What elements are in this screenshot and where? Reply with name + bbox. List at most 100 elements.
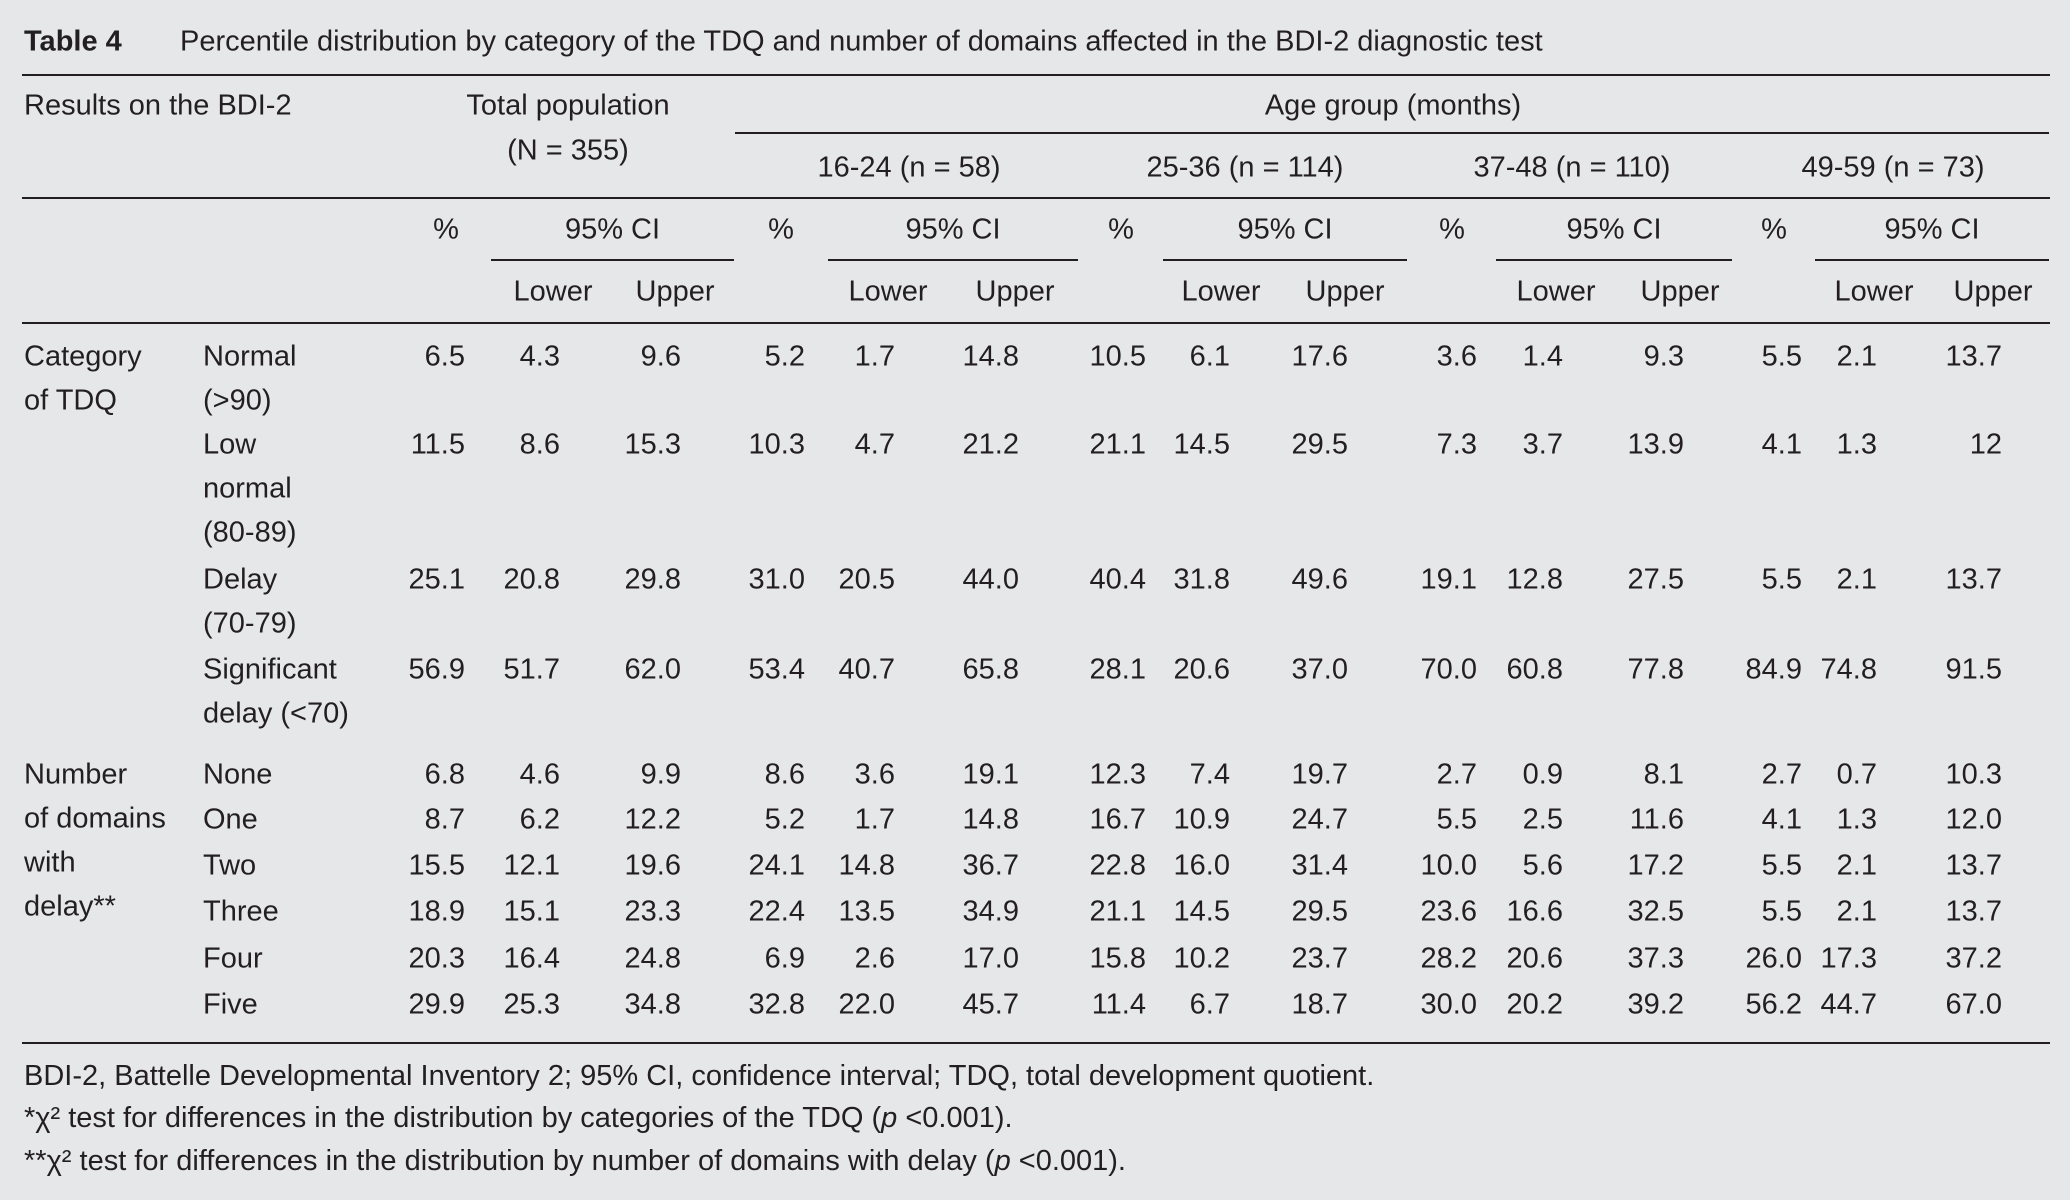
- cell: 22.4: [749, 896, 805, 928]
- cell: 20.3: [409, 943, 465, 975]
- row-label: Two: [203, 850, 256, 882]
- cell: 14.5: [1174, 429, 1230, 461]
- cell: 31.4: [1292, 850, 1348, 882]
- row-label: delay (<70): [203, 698, 349, 730]
- cell: 44.0: [963, 564, 1019, 596]
- cell: 22.8: [1090, 850, 1146, 882]
- cell: 4.7: [855, 429, 895, 461]
- cell: 5.6: [1523, 850, 1563, 882]
- cell: 36.7: [963, 850, 1019, 882]
- cell: 29.5: [1292, 429, 1348, 461]
- cell: 65.8: [963, 654, 1019, 686]
- footnote-part: BDI-2, Battelle Developmental Inventory …: [24, 1060, 1374, 1092]
- cell: 37.2: [1946, 943, 2002, 975]
- cell: 4.3: [520, 341, 560, 373]
- cell: 9.3: [1644, 341, 1684, 373]
- cell: 28.1: [1090, 654, 1146, 686]
- cell: 25.1: [409, 564, 465, 596]
- cell: 5.5: [1762, 850, 1802, 882]
- cell: 23.7: [1292, 943, 1348, 975]
- cell: 12.8: [1507, 564, 1563, 596]
- cell: 56.2: [1746, 989, 1802, 1021]
- cell: 21.1: [1090, 429, 1146, 461]
- cell: 16.6: [1507, 896, 1563, 928]
- upper-header: Upper: [636, 276, 715, 308]
- cell: 18.7: [1292, 989, 1348, 1021]
- cell: 8.6: [765, 759, 805, 791]
- cell: 3.7: [1523, 429, 1563, 461]
- cell: 6.9: [765, 943, 805, 975]
- cell: 28.2: [1421, 943, 1477, 975]
- cell: 4.6: [520, 759, 560, 791]
- lower-header: Lower: [849, 276, 928, 308]
- cell: 5.5: [1762, 341, 1802, 373]
- cell: 19.6: [625, 850, 681, 882]
- footnote-part: p: [880, 1102, 897, 1134]
- cell: 11.4: [1092, 989, 1146, 1021]
- cell: 8.1: [1644, 759, 1684, 791]
- section-label: delay**: [24, 891, 116, 923]
- cell: 14.8: [839, 850, 895, 882]
- cell: 29.8: [625, 564, 681, 596]
- cell: 32.5: [1628, 896, 1684, 928]
- cell: 4.1: [1762, 804, 1802, 836]
- upper-header: Upper: [976, 276, 1055, 308]
- cell: 13.5: [839, 896, 895, 928]
- row-label: (70-79): [203, 608, 297, 640]
- cell: 39.2: [1628, 989, 1684, 1021]
- cell: 16.0: [1174, 850, 1230, 882]
- cell: 16.7: [1090, 804, 1146, 836]
- lower-header: Lower: [1182, 276, 1261, 308]
- cell: 5.5: [1762, 896, 1802, 928]
- cell: 8.6: [520, 429, 560, 461]
- row-label: Three: [203, 896, 279, 928]
- cell: 10.0: [1421, 850, 1477, 882]
- cell: 6.7: [1190, 989, 1230, 1021]
- cell: 8.7: [425, 804, 465, 836]
- cell: 6.1: [1190, 341, 1230, 373]
- cell: 37.3: [1628, 943, 1684, 975]
- cell: 2.5: [1523, 804, 1563, 836]
- cell: 9.6: [641, 341, 681, 373]
- cell: 15.8: [1090, 943, 1146, 975]
- cell: 60.8: [1507, 654, 1563, 686]
- cell: 34.8: [625, 989, 681, 1021]
- lower-header: Lower: [1517, 276, 1596, 308]
- cell: 5.5: [1762, 564, 1802, 596]
- cell: 49.6: [1292, 564, 1348, 596]
- cell: 7.3: [1437, 429, 1477, 461]
- cell: 10.9: [1174, 804, 1230, 836]
- cell: 37.0: [1292, 654, 1348, 686]
- cell: 13.7: [1946, 341, 2002, 373]
- cell: 14.8: [963, 341, 1019, 373]
- row-label: One: [203, 804, 258, 836]
- lower-header: Lower: [514, 276, 593, 308]
- row-label: normal: [203, 473, 292, 505]
- row-label: Delay: [203, 564, 278, 596]
- cell: 27.5: [1628, 564, 1684, 596]
- cell: 2.7: [1437, 759, 1477, 791]
- cell: 17.2: [1628, 850, 1684, 882]
- footnote: BDI-2, Battelle Developmental Inventory …: [24, 1060, 1374, 1092]
- cell: 2.1: [1837, 564, 1877, 596]
- cell: 24.1: [749, 850, 805, 882]
- cell: 0.7: [1837, 759, 1877, 791]
- cell: 26.0: [1746, 943, 1802, 975]
- ci-header: 95% CI: [1237, 214, 1332, 246]
- cell: 19.1: [1421, 564, 1477, 596]
- cell: 23.3: [625, 896, 681, 928]
- footnote: **χ² test for differences in the distrib…: [24, 1145, 1126, 1177]
- cell: 22.0: [839, 989, 895, 1021]
- ci-header: 95% CI: [1884, 214, 1979, 246]
- cell: 25.3: [504, 989, 560, 1021]
- cell: 31.0: [749, 564, 805, 596]
- row-label: Four: [203, 943, 263, 975]
- cell: 70.0: [1421, 654, 1477, 686]
- footnote-part: **χ² test for differences in the distrib…: [24, 1145, 995, 1177]
- cell: 19.7: [1292, 759, 1348, 791]
- cell: 16.4: [504, 943, 560, 975]
- section-label: of TDQ: [24, 385, 117, 417]
- header-cell: Total population: [466, 90, 669, 122]
- group-header: 49-59 (n = 73): [1802, 152, 1985, 184]
